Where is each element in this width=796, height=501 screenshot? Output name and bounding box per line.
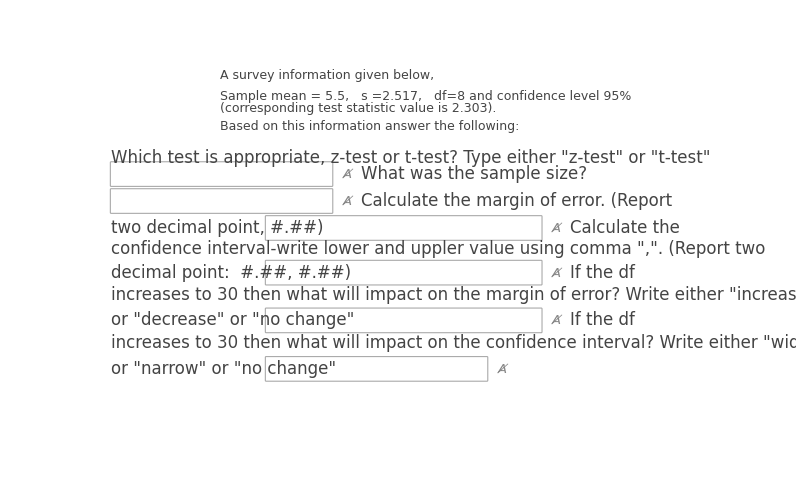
Text: (corresponding test statistic value is 2.303).: (corresponding test statistic value is 2…: [220, 102, 496, 115]
Text: A̸: A̸: [553, 266, 562, 279]
Text: Which test is appropriate, z-test or t-test? Type either "z-test" or "t-test": Which test is appropriate, z-test or t-t…: [111, 149, 711, 167]
Text: A̸: A̸: [553, 221, 562, 234]
Text: A survey information given below,: A survey information given below,: [220, 69, 434, 82]
Text: or "narrow" or "no change": or "narrow" or "no change": [111, 360, 336, 378]
Text: If the df: If the df: [570, 264, 634, 282]
Text: two decimal point, #.##): two decimal point, #.##): [111, 219, 324, 237]
FancyBboxPatch shape: [265, 308, 542, 333]
FancyBboxPatch shape: [111, 162, 333, 186]
Text: Based on this information answer the following:: Based on this information answer the fol…: [220, 120, 519, 133]
FancyBboxPatch shape: [265, 215, 542, 240]
Text: Calculate the: Calculate the: [570, 219, 680, 237]
Text: increases to 30 then what will impact on the margin of error? Write either "incr: increases to 30 then what will impact on…: [111, 286, 796, 304]
Text: or "decrease" or "no change": or "decrease" or "no change": [111, 312, 354, 329]
Text: If the df: If the df: [570, 312, 634, 329]
FancyBboxPatch shape: [265, 261, 542, 285]
FancyBboxPatch shape: [265, 357, 488, 381]
Text: A̸: A̸: [553, 314, 562, 327]
Text: What was the sample size?: What was the sample size?: [361, 165, 587, 183]
Text: confidence interval-write lower and uppler value using comma ",". (Report two: confidence interval-write lower and uppl…: [111, 240, 766, 258]
Text: A̸: A̸: [344, 167, 353, 180]
Text: decimal point:  #.##, #.##): decimal point: #.##, #.##): [111, 264, 351, 282]
FancyBboxPatch shape: [111, 189, 333, 213]
Text: A̸: A̸: [344, 194, 353, 207]
Text: A̸: A̸: [498, 362, 508, 375]
Text: Sample mean = 5.5,   s =2.517,   df=8 and confidence level 95%: Sample mean = 5.5, s =2.517, df=8 and co…: [220, 90, 631, 103]
Text: increases to 30 then what will impact on the confidence interval? Write either ": increases to 30 then what will impact on…: [111, 335, 796, 353]
Text: Calculate the margin of error. (Report: Calculate the margin of error. (Report: [361, 192, 672, 210]
